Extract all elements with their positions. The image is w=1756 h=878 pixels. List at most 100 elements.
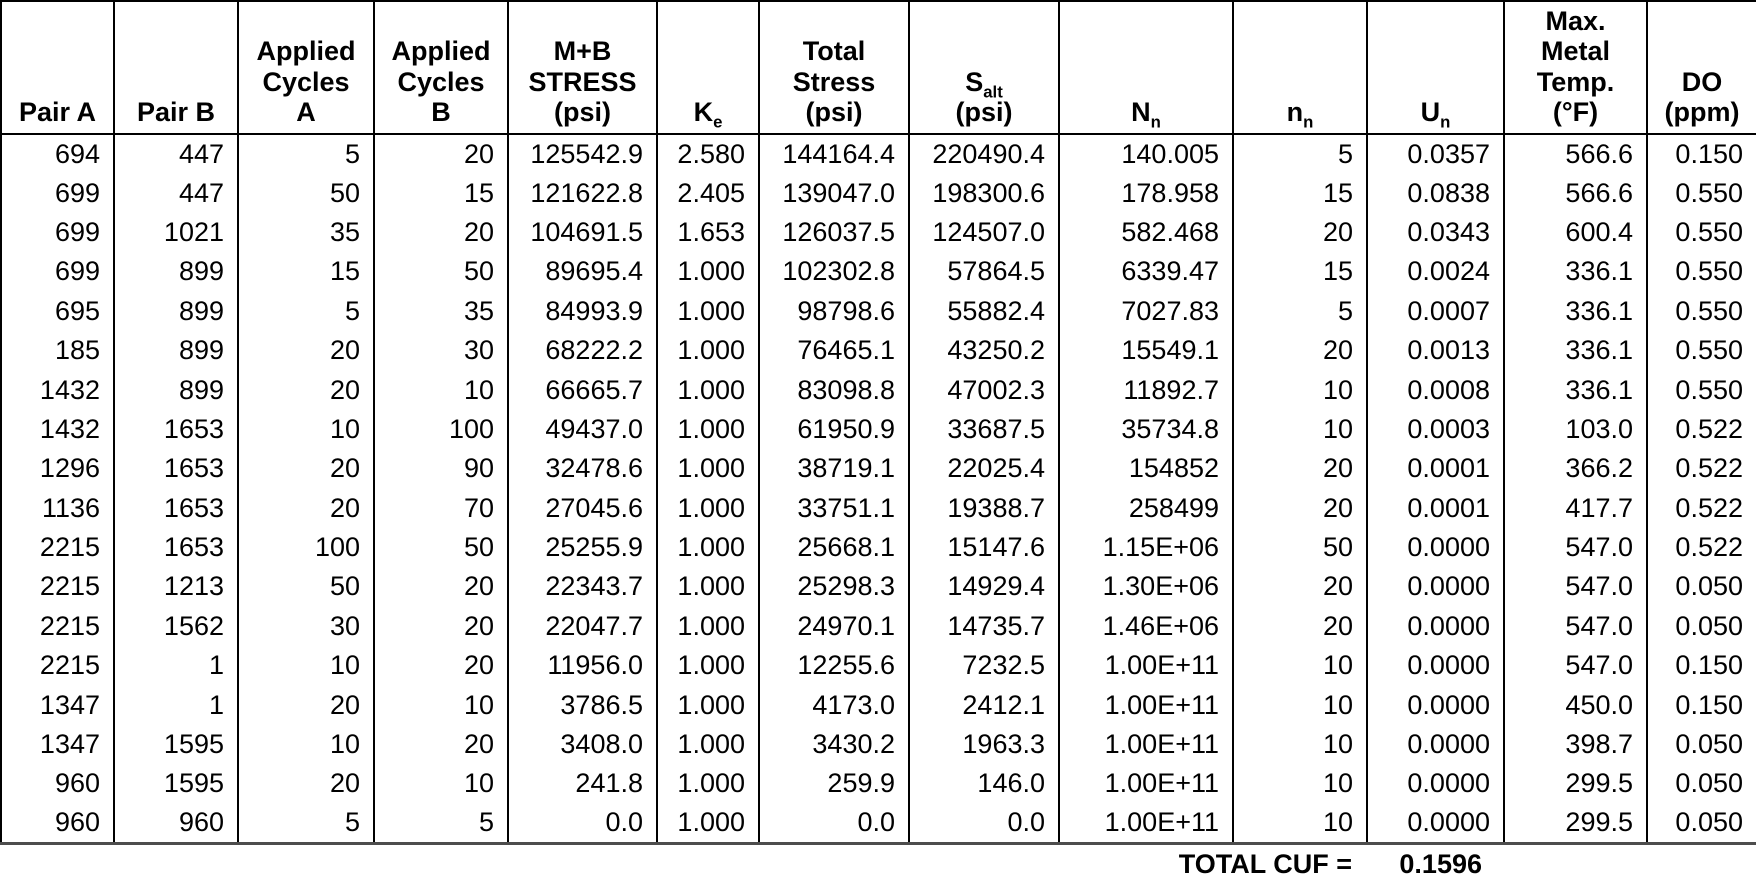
cell-total-stress: 25298.3 [758, 567, 910, 607]
cell-applied-cycles-a: 20 [237, 449, 375, 489]
cell-pair-a: 2215 [0, 606, 115, 647]
cell-applied-cycles-a: 5 [237, 134, 375, 174]
cell-mb-stress: 125542.9 [507, 134, 658, 174]
cell-n-allowable: 1.00E+11 [1058, 803, 1234, 844]
total-cuf-label: TOTAL CUF = [1178, 848, 1352, 878]
cell-ke: 1.000 [656, 488, 760, 528]
cell-mb-stress: 0.0 [507, 803, 658, 844]
cell-do-ppm: 0.050 [1646, 567, 1756, 607]
table-row: 694 447 5 20 125542.9 2.580 144164.4 220490.4 14… [0, 134, 1756, 174]
cell-n-applied: 15 [1232, 252, 1368, 292]
cell-ke: 1.000 [656, 724, 760, 765]
cell-mb-stress: 27045.6 [507, 488, 658, 528]
cell-pair-a: 695 [0, 291, 115, 331]
cell-pair-b: 899 [113, 252, 239, 292]
cell-pair-b: 1595 [113, 764, 239, 804]
cell-total-stress: 98798.6 [758, 291, 910, 331]
cell-n-allowable: 1.00E+11 [1058, 724, 1234, 765]
cell-max-metal-temp: 366.2 [1503, 449, 1648, 489]
cell-max-metal-temp: 336.1 [1503, 330, 1648, 371]
cell-s-alt: 22025.4 [908, 449, 1060, 489]
cell-pair-b: 899 [113, 370, 239, 410]
cell-do-ppm: 0.550 [1646, 252, 1756, 292]
cell-applied-cycles-a: 50 [237, 567, 375, 607]
cell-applied-cycles-b: 10 [373, 764, 509, 804]
cell-pair-a: 1432 [0, 370, 115, 410]
cell-mb-stress: 89695.4 [507, 252, 658, 292]
cell-n-allowable: 1.30E+06 [1058, 567, 1234, 607]
cell-n-allowable: 1.15E+06 [1058, 527, 1234, 568]
cell-n-allowable: 7027.83 [1058, 291, 1234, 331]
cell-applied-cycles-a: 15 [237, 252, 375, 292]
column-header-n-applied: nn [1232, 1, 1368, 135]
cell-n-applied: 20 [1232, 488, 1368, 528]
cell-s-alt: 198300.6 [908, 173, 1060, 213]
cell-total-stress: 25668.1 [758, 527, 910, 568]
cell-n-allowable: 258499 [1058, 488, 1234, 528]
cell-n-applied: 10 [1232, 409, 1368, 450]
cell-s-alt: 2412.1 [908, 685, 1060, 725]
table-row: 1432 899 20 10 66665.7 1.000 83098.8 47002.3 118… [0, 370, 1756, 410]
cell-total-stress: 139047.0 [758, 173, 910, 213]
table-row: 960 960 5 5 0.0 1.000 0.0 0.0 1.00E+11 10 0.0000 29… [0, 803, 1756, 844]
cell-pair-a: 1136 [0, 488, 115, 528]
cell-max-metal-temp: 336.1 [1503, 370, 1648, 410]
total-cuf-row: TOTAL CUF = 0.1596 [0, 849, 1756, 878]
cell-n-applied: 10 [1232, 646, 1368, 686]
cell-u-n: 0.0000 [1366, 646, 1505, 686]
column-header-applied-cycles-b: Applied Cycles B [373, 1, 509, 135]
cell-applied-cycles-b: 35 [373, 291, 509, 331]
cell-max-metal-temp: 336.1 [1503, 291, 1648, 331]
cell-n-allowable: 1.00E+11 [1058, 685, 1234, 725]
cell-total-stress: 24970.1 [758, 606, 910, 647]
cell-total-stress: 144164.4 [758, 134, 910, 174]
cell-pair-b: 1595 [113, 724, 239, 765]
header-line: Un [1420, 96, 1451, 132]
cell-do-ppm: 0.550 [1646, 212, 1756, 253]
cell-s-alt: 0.0 [908, 803, 1060, 844]
cell-max-metal-temp: 299.5 [1503, 803, 1648, 844]
cell-n-applied: 10 [1232, 724, 1368, 765]
cell-max-metal-temp: 417.7 [1503, 488, 1648, 528]
cell-n-applied: 5 [1232, 291, 1368, 331]
cell-n-applied: 20 [1232, 567, 1368, 607]
cell-pair-a: 2215 [0, 567, 115, 607]
cell-n-allowable: 154852 [1058, 449, 1234, 489]
header-line: STRESS [528, 66, 637, 97]
cell-u-n: 0.0013 [1366, 330, 1505, 371]
cell-do-ppm: 0.050 [1646, 803, 1756, 844]
column-header-s-alt: Salt (psi) [908, 1, 1060, 135]
column-header-mb-stress: M+B STRESS (psi) [507, 1, 658, 135]
cell-s-alt: 15147.6 [908, 527, 1060, 568]
cell-pair-a: 699 [0, 212, 115, 253]
column-header-total-stress: Total Stress (psi) [758, 1, 910, 135]
cell-total-stress: 102302.8 [758, 252, 910, 292]
column-header-pair-a: Pair A [0, 1, 115, 135]
cell-pair-a: 694 [0, 134, 115, 174]
cell-n-allowable: 35734.8 [1058, 409, 1234, 450]
header-line: B [431, 96, 451, 127]
cell-max-metal-temp: 299.5 [1503, 764, 1648, 804]
header-line: DO [1681, 66, 1723, 97]
cell-mb-stress: 121622.8 [507, 173, 658, 213]
cell-n-applied: 20 [1232, 606, 1368, 647]
cell-total-stress: 83098.8 [758, 370, 910, 410]
cell-applied-cycles-b: 20 [373, 724, 509, 765]
column-header-ke: Ke [656, 1, 760, 135]
cell-do-ppm: 0.050 [1646, 724, 1756, 765]
cell-s-alt: 55882.4 [908, 291, 1060, 331]
cell-do-ppm: 0.150 [1646, 134, 1756, 174]
cell-total-stress: 76465.1 [758, 330, 910, 371]
cell-s-alt: 19388.7 [908, 488, 1060, 528]
cell-u-n: 0.0000 [1366, 567, 1505, 607]
cell-applied-cycles-a: 10 [237, 724, 375, 765]
cell-n-allowable: 15549.1 [1058, 330, 1234, 371]
cell-do-ppm: 0.550 [1646, 370, 1756, 410]
cell-max-metal-temp: 600.4 [1503, 212, 1648, 253]
cell-applied-cycles-b: 20 [373, 606, 509, 647]
cell-u-n: 0.0000 [1366, 685, 1505, 725]
cell-pair-a: 1347 [0, 685, 115, 725]
cell-n-allowable: 178.958 [1058, 173, 1234, 213]
cell-n-applied: 5 [1232, 134, 1368, 174]
cell-ke: 1.000 [656, 764, 760, 804]
